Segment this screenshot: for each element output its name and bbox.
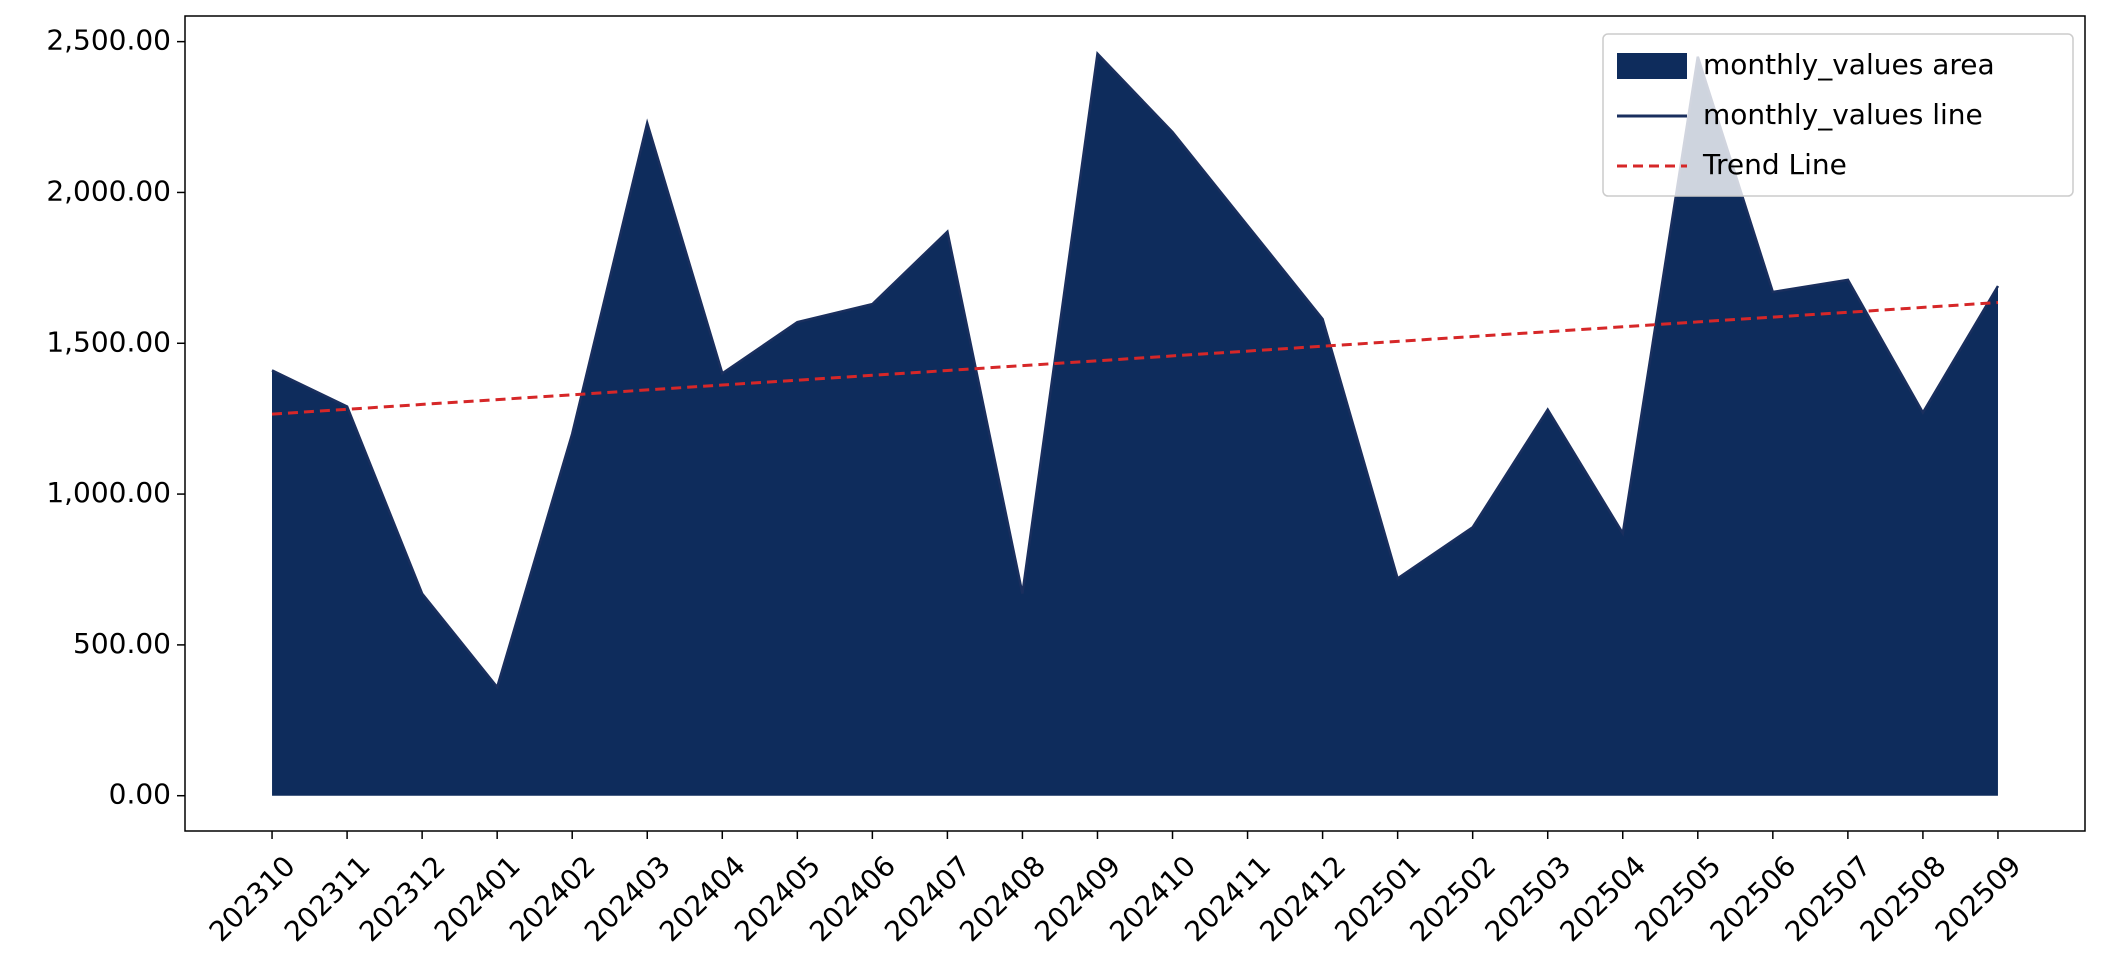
trend-line	[271, 301, 1999, 416]
plot-frame	[184, 15, 2086, 832]
y-tick-label: 0.00	[109, 778, 171, 811]
legend-label: monthly_values line	[1703, 98, 1983, 131]
legend-box	[1602, 33, 2074, 197]
legend-label: monthly_values area	[1703, 48, 1995, 81]
y-tick-label: 1,500.00	[46, 325, 171, 358]
legend-label: Trend Line	[1702, 148, 1847, 181]
y-tick-label: 2,000.00	[46, 174, 171, 207]
y-tick-label: 500.00	[73, 627, 171, 660]
area	[272, 53, 1998, 796]
y-tick-label: 1,000.00	[46, 476, 171, 509]
legend: monthly_values area monthly_values line Tr…	[1602, 33, 2074, 197]
legend-swatch	[1617, 53, 1687, 79]
y-tick-label: 2,500.00	[46, 24, 171, 57]
